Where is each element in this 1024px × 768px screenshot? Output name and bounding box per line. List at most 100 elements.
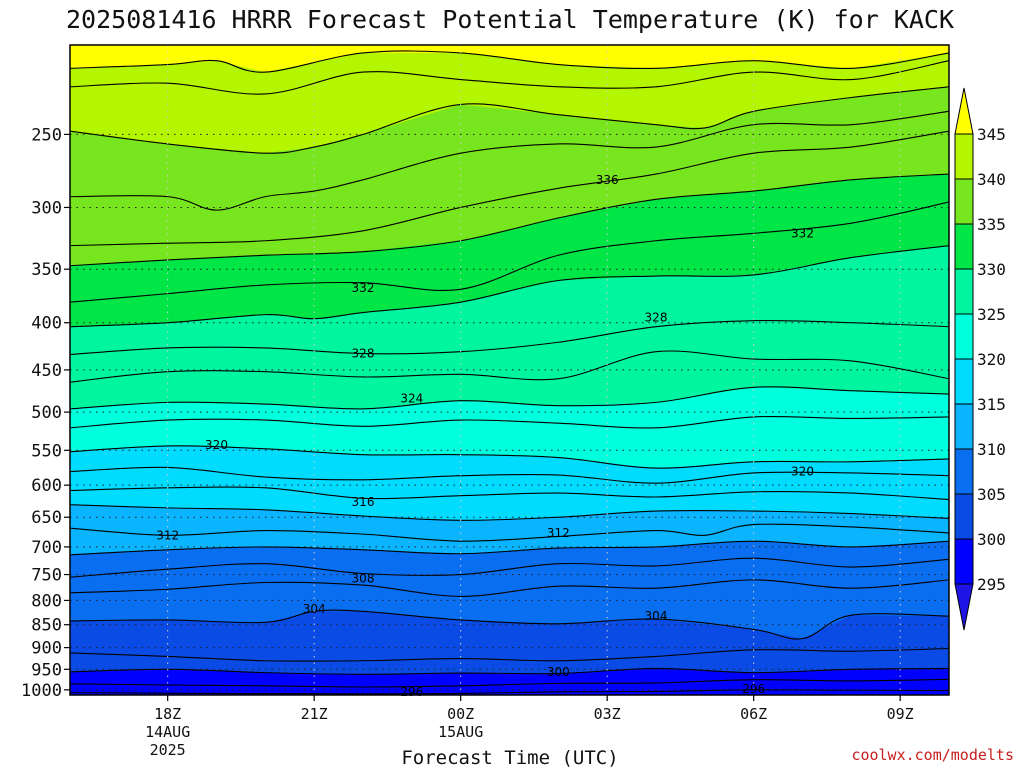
contour-300 <box>70 667 949 675</box>
contour-label-text: 320 <box>791 465 814 479</box>
colorbar-segment-310 <box>954 403 974 450</box>
colorbar-label: 335 <box>977 215 1006 234</box>
contour-318 <box>70 466 949 484</box>
y-tick-label: 700 <box>31 538 62 558</box>
x-date-label: 15AUG <box>438 723 483 741</box>
y-tick-label: 300 <box>31 198 62 218</box>
contour-label-text: 296 <box>400 685 423 699</box>
contour-316 <box>70 486 949 501</box>
contour-344 <box>70 50 949 73</box>
x-date-label: 2025 <box>150 741 186 759</box>
contour-label-text: 300 <box>547 665 570 679</box>
y-tick-label: 400 <box>31 314 62 334</box>
contour-label-text: 328 <box>645 311 668 325</box>
grid-lines <box>70 45 949 695</box>
contour-306 <box>70 579 949 597</box>
x-tick-label: 00Z <box>447 705 474 723</box>
x-date-label: 14AUG <box>145 723 190 741</box>
contour-342 <box>70 60 949 95</box>
contour-334 <box>70 173 949 267</box>
contour-label-text: 336 <box>596 173 619 187</box>
y-tick-label: 850 <box>31 616 62 636</box>
contour-label-320: 320 <box>205 438 228 452</box>
contour-302 <box>70 647 949 662</box>
colorbar-label: 330 <box>977 260 1006 279</box>
y-tick-label: 600 <box>31 476 62 496</box>
contour-314 <box>70 504 949 521</box>
plot-area: 336 332 332 328 328 324 320 320 316 312 312 308 304 3… <box>69 44 950 699</box>
credit-text: coolwx.com/modelts <box>851 746 1014 764</box>
colorbar-extend-high <box>954 87 974 135</box>
contour-label-308: 308 <box>352 571 375 585</box>
contour-310 <box>70 540 949 556</box>
colorbar-label: 325 <box>977 305 1006 324</box>
y-tick-label: 1000 <box>21 681 62 701</box>
y-tick-label: 800 <box>31 591 62 611</box>
y-tick-label: 250 <box>31 125 62 145</box>
contour-330 <box>70 245 949 328</box>
contour-340 <box>70 86 949 154</box>
colorbar-label: 340 <box>977 170 1006 189</box>
y-tick-label: 450 <box>31 361 62 381</box>
contour-label-320: 320 <box>791 465 814 479</box>
contour-label-304: 304 <box>303 602 326 616</box>
contour-label-text: 304 <box>303 602 326 616</box>
y-tick-label: 950 <box>31 660 62 680</box>
colorbar-label: 345 <box>977 125 1006 144</box>
contour-336 <box>70 130 949 247</box>
contour-324 <box>70 386 949 410</box>
colorbar-segment-315 <box>954 358 974 405</box>
y-tick-label: 750 <box>31 566 62 586</box>
contour-label-332: 332 <box>791 226 814 240</box>
contour-label-336: 336 <box>596 173 619 187</box>
contour-label-text: 332 <box>352 281 375 295</box>
contour-label-text: 304 <box>645 609 668 623</box>
colorbar-label: 310 <box>977 440 1006 459</box>
colorbar-segment-330 <box>954 223 974 270</box>
contour-label-text: 308 <box>352 571 375 585</box>
y-tick-label: 500 <box>31 403 62 423</box>
contour-304 <box>70 609 949 640</box>
colorbar-label: 295 <box>977 575 1006 594</box>
contour-308 <box>70 557 949 578</box>
colorbar-segment-325 <box>954 268 974 315</box>
contour-label-312: 312 <box>156 528 179 542</box>
contour-338 <box>70 110 949 211</box>
colorbar-segment-340 <box>954 133 974 180</box>
contour-label-324: 324 <box>400 391 423 405</box>
contour-label-text: 312 <box>156 528 179 542</box>
contour-label-text: 328 <box>352 347 375 361</box>
contour-label-304: 304 <box>645 609 668 623</box>
chart-title: 2025081416 HRRR Forecast Potential Tempe… <box>66 5 954 34</box>
y-tick-label: 650 <box>31 508 62 528</box>
x-tick-label: 03Z <box>594 705 621 723</box>
contour-label-296: 296 <box>742 682 765 696</box>
x-axis-label: Forecast Time (UTC) <box>401 747 618 768</box>
contour-labels: 336 332 332 328 328 324 320 320 316 312 312 308 304 3… <box>156 173 814 699</box>
contour-322 <box>70 415 949 429</box>
contour-label-300: 300 <box>547 665 570 679</box>
colorbar-label: 320 <box>977 350 1006 369</box>
x-tick-label: 09Z <box>887 705 914 723</box>
contour-312 <box>70 523 949 542</box>
contour-lines <box>70 50 949 695</box>
contour-298 <box>70 678 949 688</box>
y-tick-label: 550 <box>31 441 62 461</box>
contour-326 <box>70 350 949 383</box>
contour-label-296: 296 <box>400 685 423 699</box>
colorbar-label: 315 <box>977 395 1006 414</box>
y-tick-label: 350 <box>31 260 62 280</box>
contour-label-332: 332 <box>352 281 375 295</box>
colorbar-label: 300 <box>977 530 1006 549</box>
contour-label-328: 328 <box>645 311 668 325</box>
colorbar-extend-low <box>954 583 974 631</box>
x-tick-label: 18Z <box>154 705 181 723</box>
contour-label-312: 312 <box>547 526 570 540</box>
x-tick-label: 06Z <box>740 705 767 723</box>
colorbar-segment-300 <box>954 493 974 540</box>
contour-328 <box>70 320 949 356</box>
y-axis: 250 300 350 400 450 500 550 600 650 700 750 800 850 9… <box>21 125 70 701</box>
filled-contours <box>70 45 949 695</box>
